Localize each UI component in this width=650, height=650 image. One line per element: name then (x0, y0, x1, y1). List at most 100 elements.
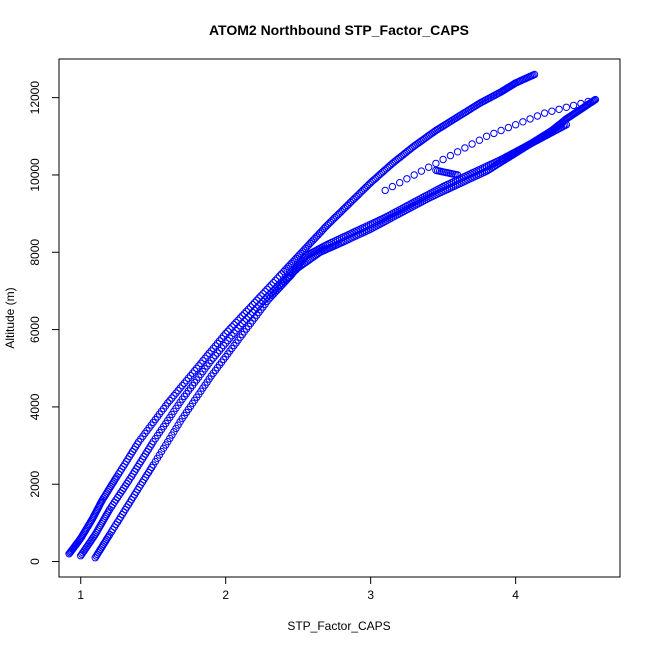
series-4 (381, 97, 592, 195)
data-point (584, 97, 592, 106)
data-point (388, 182, 397, 191)
data-point (269, 279, 277, 287)
data-point (176, 384, 184, 392)
data-point (219, 332, 228, 340)
data-point (164, 399, 172, 407)
data-point (195, 362, 203, 370)
series-5 (432, 166, 462, 179)
data-point (207, 347, 215, 355)
y-tick-label: 0 (28, 558, 42, 565)
data-point (100, 514, 109, 522)
data-point (228, 332, 236, 340)
data-point (562, 103, 571, 112)
data-point (222, 339, 230, 347)
data-point (182, 377, 191, 385)
data-point (93, 527, 102, 535)
x-tick-label: 2 (222, 588, 229, 602)
data-point (219, 341, 228, 350)
plot-area (65, 70, 600, 562)
data-point (101, 512, 110, 521)
data-point (166, 396, 174, 405)
data-point (98, 518, 107, 526)
data-point (217, 344, 226, 352)
data-point (271, 276, 280, 285)
data-point (591, 95, 600, 104)
x-tick-label: 3 (367, 588, 374, 602)
data-point (201, 354, 209, 362)
data-point (215, 337, 224, 345)
data-point (224, 336, 232, 345)
data-point (99, 516, 108, 524)
data-point (526, 115, 534, 123)
data-point (211, 351, 220, 360)
data-point (265, 291, 273, 299)
data-point (530, 70, 539, 79)
series-3 (91, 121, 571, 562)
data-point (92, 529, 101, 537)
data-point (207, 356, 215, 365)
data-point (213, 339, 222, 348)
data-point (105, 507, 113, 515)
data-point (432, 159, 440, 168)
x-axis: 1 2 3 4 (77, 576, 519, 602)
data-point (209, 344, 218, 353)
data-point (475, 136, 484, 144)
data-point (461, 144, 469, 152)
data-point (234, 324, 242, 332)
data-point (439, 155, 447, 164)
data-point (562, 121, 571, 129)
data-point (275, 272, 284, 280)
data-point (94, 525, 103, 533)
data-point (190, 367, 199, 375)
y-tick-label: 8000 (28, 239, 42, 266)
data-point (97, 520, 106, 528)
data-point (240, 317, 249, 325)
y-tick-label: 12000 (28, 81, 42, 115)
data-point (569, 101, 578, 110)
data-point (417, 167, 426, 175)
data-point (425, 163, 433, 171)
y-axis: 0 2000 4000 6000 8000 10000 12000 (28, 81, 60, 565)
data-point (511, 121, 520, 129)
data-point (577, 99, 585, 108)
data-point (188, 369, 197, 377)
data-point (174, 386, 182, 395)
data-point (222, 329, 230, 338)
data-point (453, 148, 462, 156)
data-point (230, 329, 238, 337)
data-point (95, 523, 104, 531)
data-point (203, 352, 211, 360)
data-point (490, 129, 498, 138)
data-point (105, 532, 113, 540)
x-tick-label: 4 (512, 588, 519, 602)
data-point (519, 118, 527, 126)
data-point (184, 374, 193, 382)
chart-title: ATOM2 Northbound STP_Factor_CAPS (209, 22, 469, 38)
data-point (396, 179, 404, 187)
data-point (232, 327, 240, 335)
data-point (589, 97, 597, 105)
data-point (170, 391, 178, 400)
data-point (482, 132, 491, 141)
data-point (403, 175, 411, 183)
data-point (217, 334, 226, 343)
data-point (273, 283, 282, 291)
data-point (273, 274, 282, 282)
data-point (168, 394, 176, 402)
data-point (104, 509, 112, 517)
data-point (410, 171, 418, 179)
series-1 (65, 70, 539, 558)
y-tick-label: 2000 (28, 471, 42, 498)
data-point (468, 140, 476, 148)
data-point (504, 123, 513, 132)
data-point (497, 126, 505, 135)
data-point (211, 342, 220, 350)
data-point (91, 530, 99, 539)
data-point (226, 334, 234, 342)
data-point (102, 511, 111, 519)
data-point (533, 112, 542, 120)
data-point (263, 293, 271, 301)
data-point (446, 151, 455, 160)
x-tick-label: 1 (77, 588, 84, 602)
